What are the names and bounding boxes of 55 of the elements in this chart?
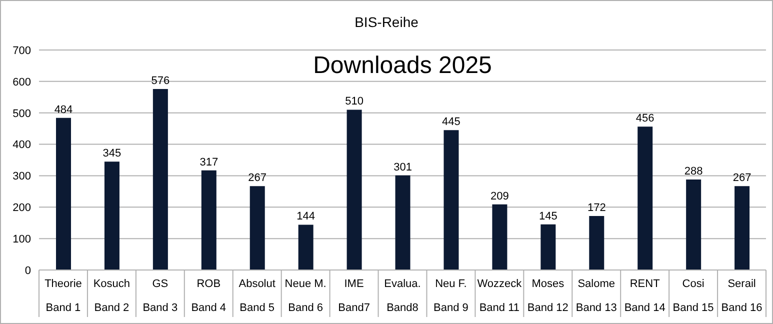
data-label: 209 [490,190,509,202]
x-tick-label: Theorie Band 1 [44,278,82,314]
x-tick-label: Absolut Band 5 [238,278,276,314]
y-tick-label: 100 [12,233,31,246]
bar [250,186,265,270]
data-label: 145 [538,210,558,222]
x-tick-label: Cosi Band 15 [672,278,714,314]
data-label: 484 [54,104,73,116]
bar [686,179,702,270]
y-tick-label: 600 [12,76,31,88]
bar [492,204,508,270]
chart-title: BIS-Reihe [354,14,420,30]
data-label: 510 [345,96,364,108]
y-tick-label: 200 [12,202,31,214]
x-tick-label: Wozzeck Band 11 [477,278,522,314]
x-tick-label: IME Band7 [338,278,370,314]
data-label: 317 [200,156,218,168]
data-label: 345 [102,148,122,160]
x-tick-label: Evalua. Band8 [384,278,421,314]
chart-subtitle: Downloads 2025 [313,52,492,79]
x-tick-label: Neue M. Band 6 [284,278,326,314]
data-label: 301 [394,161,412,174]
data-label: 456 [636,112,654,125]
y-tick-label: 500 [12,108,31,120]
x-tick-label: Kosuch Band 2 [93,278,130,314]
data-label: 576 [151,74,170,87]
y-tick-label: 0 [24,264,31,277]
bar [104,162,120,270]
x-tick-label: RENT Band 14 [624,278,666,314]
x-tick-label: Serail Band 16 [721,278,762,314]
bar [540,224,556,270]
bar [201,170,216,270]
bar [638,126,653,270]
x-tick-label: Moses Band 12 [527,278,568,314]
y-tick-label: 400 [12,139,31,152]
data-label: 445 [442,116,460,128]
y-tick-label: 300 [12,170,31,183]
bar [395,175,410,270]
data-label: 288 [684,165,703,178]
x-tick-label: GS Band 3 [142,278,178,314]
x-tick-label: ROB Band 4 [191,278,226,314]
data-label: 267 [732,172,752,184]
x-tick-label: Neu F. Band 9 [434,278,468,314]
bar [56,118,71,270]
bar [298,224,314,270]
bar [734,186,750,270]
y-tick-label: 700 [12,44,31,57]
bar [444,130,459,270]
data-label: 172 [587,202,606,214]
data-label: 144 [296,210,316,223]
bar [152,88,168,270]
bar [346,110,362,270]
data-label: 267 [248,172,267,184]
x-tick-label: Salome Band 13 [576,278,617,314]
bar [589,216,604,270]
